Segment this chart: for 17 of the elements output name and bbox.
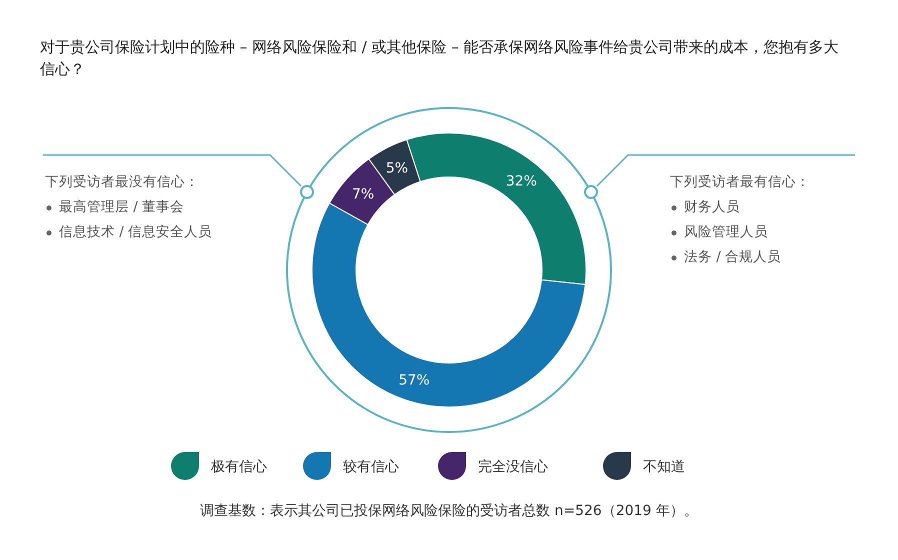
- text: 法务 / 合规人员: [683, 248, 782, 267]
- text: 风险管理人员: [683, 223, 769, 242]
- text: 财务人员: [683, 198, 741, 217]
- chart-title: 对于贵公司保险计划中的险种 – 网络风险保险和 / 或其他保险 – 能否承保网络风险事件给贵公司带来的成本，您抱有多大信心？: [40, 37, 840, 80]
- legend-label: 完全没信心: [478, 459, 548, 475]
- text: 调查基数：表示其公司已投保网络风险保险的受访者总数 n=526（2019 年）。: [199, 502, 699, 520]
- text: 下列受访者最有信心：: [670, 173, 810, 192]
- legend-label: 不知道: [643, 459, 685, 475]
- legend-label: 极有信心: [210, 459, 267, 475]
- legend-label: 较有信心: [343, 459, 399, 475]
- data-label: 57%: [398, 372, 430, 389]
- data-label: 32%: [506, 174, 537, 190]
- text: 信息技术 / 信息安全人员: [58, 223, 212, 242]
- text: 最高管理层 / 董事会: [58, 198, 186, 217]
- data-label: 5%: [386, 160, 408, 176]
- text: 下列受访者最没有信心：: [45, 173, 200, 192]
- data-label: 7%: [352, 186, 374, 202]
